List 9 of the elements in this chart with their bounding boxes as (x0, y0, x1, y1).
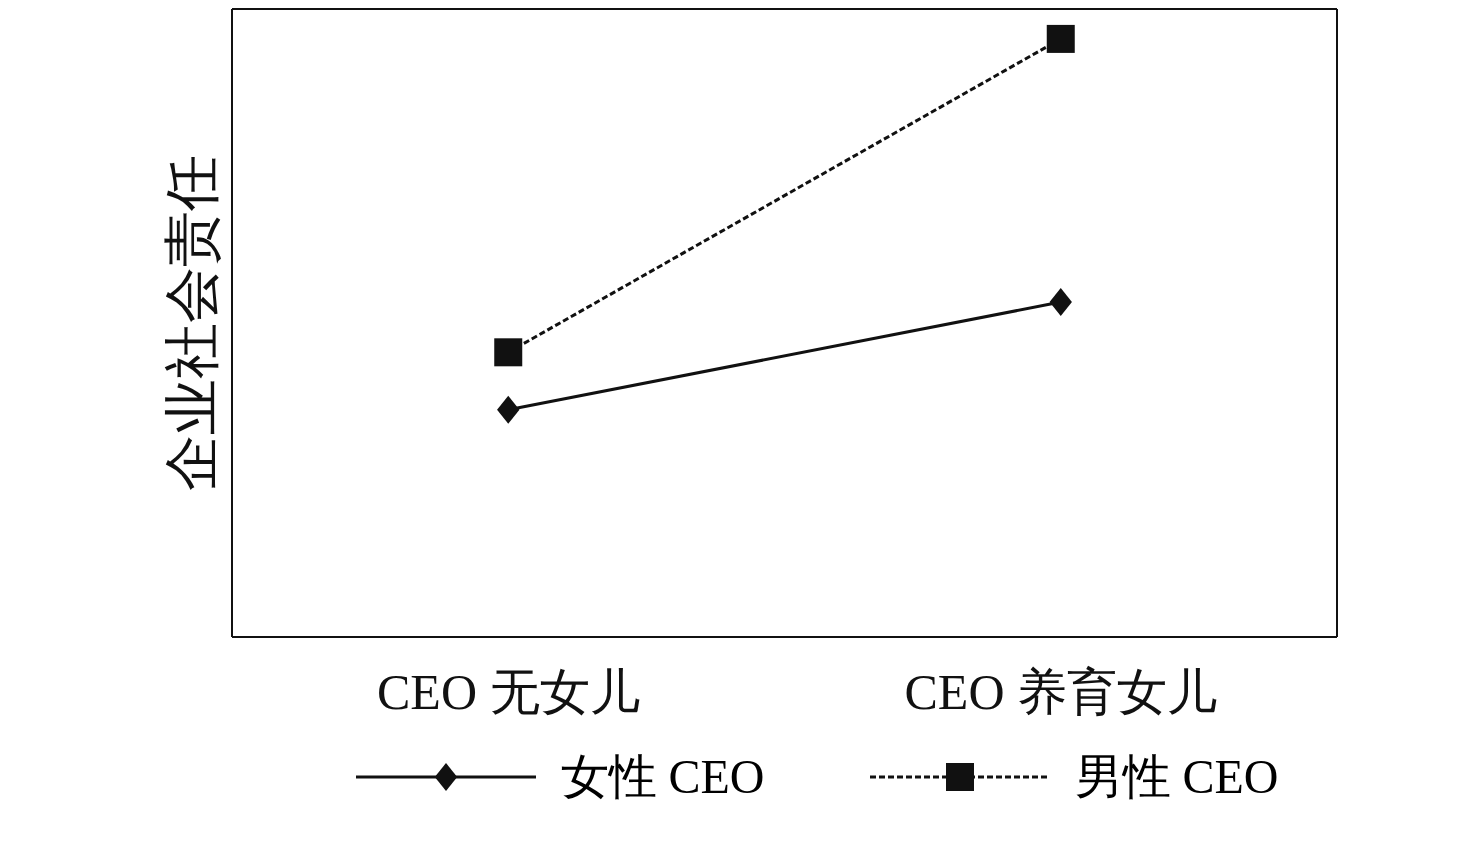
legend-label: 女性 CEO (560, 749, 765, 805)
point (1046, 24, 1075, 53)
point (1049, 288, 1072, 317)
y-axis-title: 企业社会责任 (160, 155, 223, 491)
point (497, 395, 520, 424)
point (494, 338, 523, 367)
x-tick-label: CEO 无女儿 (377, 663, 640, 720)
x-tick-label: CEO 养育女儿 (904, 663, 1217, 720)
legend-label: 男性 CEO (1074, 749, 1279, 805)
